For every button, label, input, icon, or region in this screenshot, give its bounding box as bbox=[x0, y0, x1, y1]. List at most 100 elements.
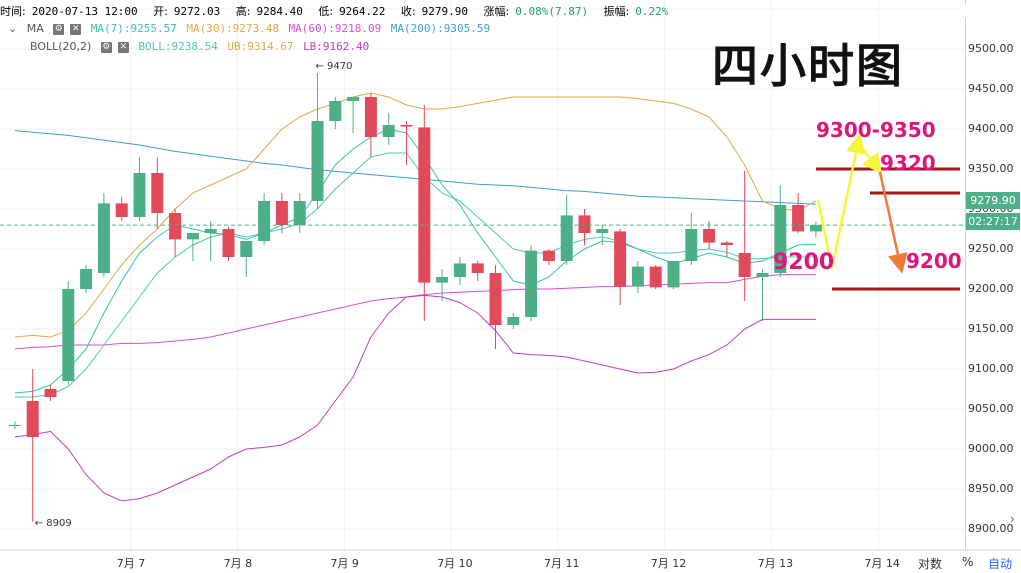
candle-down bbox=[275, 201, 288, 225]
orange-arrow bbox=[878, 171, 908, 274]
ohlc-info-row: 时间: 2020-07-13 12:00 开: 9272.03 高: 9284.40 … bbox=[0, 3, 680, 19]
candle-down bbox=[738, 253, 751, 277]
time-tick-label: 7月 14 bbox=[864, 557, 900, 570]
boll-lb-value: LB:9162.40 bbox=[303, 40, 370, 53]
candle-up bbox=[631, 266, 644, 287]
low-marker: ← 8909 bbox=[35, 518, 72, 529]
candle-down bbox=[115, 203, 128, 217]
open-value: 9272.03 bbox=[173, 5, 221, 18]
candle-up bbox=[436, 277, 449, 283]
level-9200-annotation-left: 9200 bbox=[773, 250, 835, 275]
price-axis[interactable] bbox=[965, 0, 1021, 550]
boll-lower-line bbox=[14, 294, 816, 502]
candle-down bbox=[720, 242, 733, 245]
candle-up bbox=[382, 125, 395, 137]
price-tick-label: 9250.00 bbox=[968, 242, 1014, 255]
time-tick-label: 7月 13 bbox=[757, 557, 794, 570]
high-value: 9284.40 bbox=[256, 5, 303, 18]
boll-ub-value: UB:9314.67 bbox=[227, 40, 294, 53]
candle-up bbox=[186, 233, 199, 240]
candle-down bbox=[44, 389, 57, 397]
ma200-value: MA(200):9305.59 bbox=[390, 22, 491, 35]
current-price-tag: 9279.90 bbox=[966, 192, 1020, 209]
ma200-line bbox=[14, 130, 816, 205]
candle-down bbox=[489, 273, 502, 325]
level-9200-annotation-right: 9200 bbox=[906, 249, 962, 273]
time-tick-label: 7月 10 bbox=[437, 557, 473, 570]
candle-up bbox=[8, 425, 21, 426]
yellow-arrow-down bbox=[857, 142, 883, 174]
boll-label: BOLL(20,2) bbox=[30, 40, 92, 53]
ma-close-icon[interactable]: ✕ bbox=[70, 23, 82, 35]
candle-up bbox=[240, 241, 253, 257]
time-value: 2020-07-13 12:00 bbox=[31, 5, 138, 18]
countdown-tag: 02:27:17 bbox=[966, 213, 1020, 230]
high-marker: ← 9470 bbox=[316, 61, 353, 72]
candle-up bbox=[258, 201, 271, 241]
boll-close-icon[interactable]: ✕ bbox=[117, 41, 129, 53]
time-tick-label: 7月 8 bbox=[223, 557, 253, 570]
candle-up bbox=[596, 229, 609, 233]
candle-up bbox=[80, 269, 93, 289]
candle-down bbox=[614, 231, 627, 287]
collapse-icon[interactable]: ⌄ bbox=[8, 22, 18, 35]
price-tick-label: 9100.00 bbox=[968, 362, 1014, 375]
candle-up bbox=[560, 215, 573, 261]
level-9320-annotation: 9320 bbox=[880, 151, 936, 175]
candle-up bbox=[667, 261, 680, 288]
candle-down bbox=[418, 127, 431, 283]
scroll-right-icon[interactable]: › bbox=[1010, 512, 1015, 526]
high-label: 高: bbox=[235, 5, 251, 18]
ma60-value: MA(60):9218.09 bbox=[288, 22, 382, 35]
ma-settings-icon[interactable]: ⚙ bbox=[53, 23, 65, 35]
boll-legend-row: BOLL(20,2) ⚙ ✕ BOLL:9238.54 UB:9314.67 LB… bbox=[30, 40, 375, 53]
candle-down bbox=[792, 205, 805, 232]
candle-down bbox=[151, 173, 164, 213]
change-label: 涨幅: bbox=[483, 5, 510, 18]
timeframe-title: 四小时图 bbox=[712, 39, 904, 93]
candle-up bbox=[525, 250, 538, 317]
candle-down bbox=[400, 125, 413, 127]
boll-settings-icon[interactable]: ⚙ bbox=[100, 41, 112, 53]
price-tick-label: 9400.00 bbox=[968, 122, 1014, 135]
ma7-value: MA(7):9255.57 bbox=[90, 22, 177, 35]
boll-mid-line bbox=[14, 152, 816, 398]
price-tick-label: 8900.00 bbox=[968, 522, 1014, 535]
candle-down bbox=[169, 213, 182, 240]
auto-scale-button[interactable]: 自动 bbox=[988, 557, 1013, 571]
price-tick-label: 8950.00 bbox=[968, 482, 1014, 495]
close-value: 9279.90 bbox=[421, 5, 468, 18]
candle-down bbox=[364, 97, 377, 137]
candle-down bbox=[26, 401, 39, 437]
candle-up bbox=[97, 203, 110, 273]
range-annotation: 9300-9350 bbox=[816, 118, 936, 142]
ma30-value: MA(30):9273.48 bbox=[186, 22, 280, 35]
price-tick-label: 9200.00 bbox=[968, 282, 1014, 295]
candle-up bbox=[293, 201, 306, 225]
candle-up bbox=[756, 273, 769, 277]
ma30-line bbox=[14, 92, 817, 338]
ma-label: MA bbox=[26, 22, 44, 35]
time-tick-label: 7月 9 bbox=[330, 557, 359, 570]
time-label: 时间: bbox=[0, 5, 26, 18]
candle-up bbox=[809, 225, 822, 232]
candle-up bbox=[204, 229, 217, 233]
price-tick-label: 9450.00 bbox=[968, 82, 1014, 95]
ma-legend-row: ⌄ MA ⚙ ✕ MA(7):9255.57 MA(30):9273.48 MA(… bbox=[8, 22, 496, 35]
open-label: 开: bbox=[153, 5, 168, 18]
candle-down bbox=[703, 229, 716, 243]
candle-down bbox=[649, 266, 662, 288]
candle-up bbox=[311, 121, 324, 201]
price-tick-label: 9050.00 bbox=[968, 402, 1014, 415]
candle-up bbox=[133, 173, 146, 217]
candle-down bbox=[222, 229, 235, 257]
candle-down bbox=[578, 215, 591, 233]
ma60-line bbox=[14, 274, 816, 350]
change-value: 0.08%(7.87) bbox=[515, 5, 589, 18]
low-value: 9264.22 bbox=[339, 5, 386, 18]
price-tick-label: 9150.00 bbox=[968, 322, 1014, 335]
candle-up bbox=[329, 101, 342, 121]
log-scale-button[interactable]: 对数 bbox=[918, 557, 943, 571]
percent-scale-button[interactable]: % bbox=[962, 555, 974, 569]
